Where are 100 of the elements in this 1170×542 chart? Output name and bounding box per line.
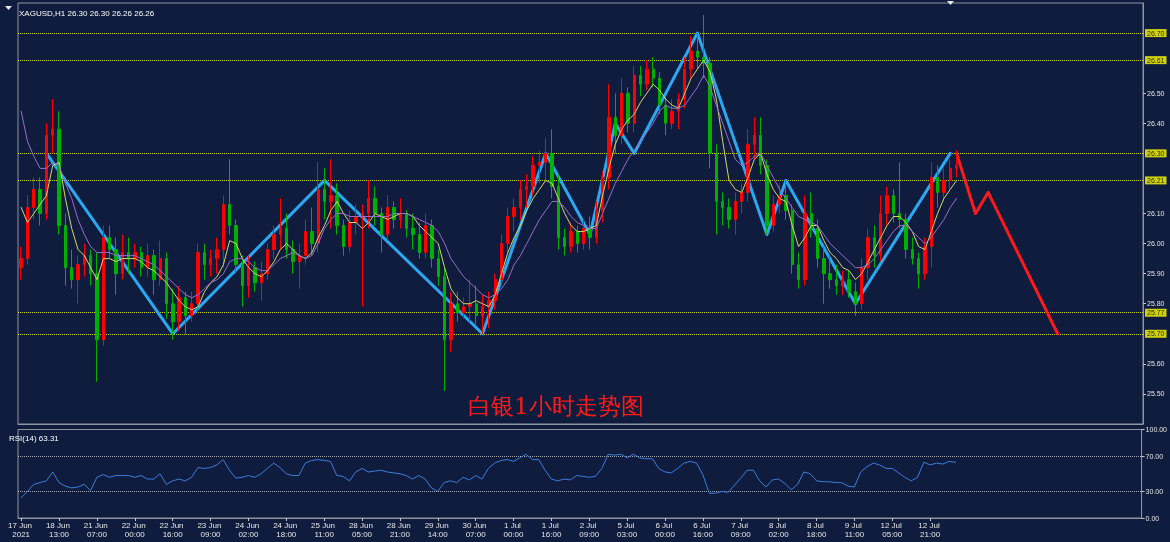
candlestick — [45, 122, 48, 221]
candlestick — [847, 270, 851, 299]
x-tick-label: 6 Jul 00:00 — [655, 521, 676, 539]
x-tick-label: 23 Jun 09:00 — [197, 521, 224, 539]
candlestick — [64, 213, 67, 287]
candlestick — [380, 206, 383, 254]
x-tick-label: 21 Jun 07:00 — [83, 521, 111, 539]
candlestick — [19, 246, 23, 281]
candlestick — [165, 252, 168, 320]
candlestick — [828, 255, 832, 290]
candlestick — [279, 197, 282, 251]
candlestick — [342, 219, 345, 257]
candlestick — [506, 206, 509, 254]
x-tick-label: 8 Jul 02:00 — [768, 521, 790, 539]
candlestick — [190, 291, 193, 323]
x-tick-label: 24 Jun 18:00 — [273, 521, 300, 539]
candlestick — [304, 219, 307, 266]
candlestick — [765, 158, 769, 236]
candlestick — [102, 225, 105, 347]
candlestick — [702, 14, 705, 79]
candlestick — [215, 237, 219, 275]
x-tick-label: 8 Jul 18:00 — [806, 521, 828, 539]
candlestick — [658, 71, 661, 115]
candlestick — [266, 243, 269, 281]
candlestick — [885, 185, 889, 227]
candlestick — [841, 270, 844, 296]
candlestick — [696, 32, 699, 70]
x-tick-label: 22 Jun 00:00 — [121, 521, 148, 539]
candlestick — [822, 246, 826, 305]
candlestick — [184, 291, 187, 335]
candlestick — [196, 243, 200, 311]
candlestick — [936, 164, 939, 208]
candlestick — [272, 225, 276, 260]
annotation: 白银1小时走势图 — [468, 392, 644, 419]
candlestick — [734, 191, 737, 236]
x-tick-label: 2 Jul 09:00 — [579, 521, 600, 539]
candlestick — [51, 98, 54, 154]
candlestick — [285, 213, 288, 260]
candlestick — [652, 56, 655, 88]
candlestick — [203, 243, 206, 281]
candlestick — [222, 194, 225, 269]
text: RSI(14) 63.31 — [9, 433, 60, 443]
candlestick — [892, 188, 895, 224]
candlestick — [519, 179, 522, 221]
candlestick — [468, 279, 472, 323]
x-tick-label: 12 Jul 05:00 — [880, 521, 905, 539]
candlestick — [424, 213, 427, 260]
candlestick — [557, 173, 560, 251]
candlestick — [670, 98, 674, 130]
candlestick — [626, 86, 630, 133]
candlestick — [399, 197, 402, 230]
candlestick — [310, 206, 314, 257]
candlestick — [108, 225, 111, 260]
candlestick — [361, 203, 364, 308]
x-tick-label: 28 Jun 21:00 — [386, 521, 414, 539]
candlestick — [329, 158, 333, 230]
candlestick — [911, 237, 914, 266]
candlestick — [177, 285, 181, 332]
candlestick — [645, 59, 649, 91]
candlestick — [241, 255, 244, 308]
x-tick-label: 9 Jul 11:00 — [844, 521, 865, 539]
candlestick — [633, 65, 636, 133]
candlestick — [721, 191, 724, 227]
candlestick — [70, 249, 73, 290]
candlestick — [430, 219, 434, 269]
x-tick-label: 18 Jun 13:00 — [45, 521, 73, 539]
candlestick — [32, 176, 35, 221]
candlestick — [879, 194, 882, 263]
candlestick — [481, 294, 484, 335]
candlestick — [57, 110, 61, 236]
candlestick — [664, 95, 667, 136]
candlestick — [38, 176, 42, 227]
candlestick — [475, 285, 478, 326]
candlestick — [816, 219, 819, 269]
candlestick — [917, 252, 920, 290]
candlestick — [860, 258, 863, 311]
candlestick — [449, 291, 453, 353]
x-tick-label: 30 Jun 07:00 — [462, 521, 489, 539]
candlestick — [639, 65, 642, 97]
candlestick — [772, 194, 775, 233]
candlestick — [898, 161, 901, 230]
line-series — [20, 453, 956, 499]
candlestick — [797, 252, 800, 290]
candlestick — [873, 225, 876, 269]
line-series — [955, 151, 1060, 336]
x-tick-label: 25 Jun 11:00 — [311, 521, 338, 539]
candlestick — [576, 225, 579, 254]
candlestick — [127, 237, 130, 275]
candlestick — [689, 35, 693, 79]
candlestick — [512, 197, 516, 233]
candlestick — [683, 56, 686, 109]
x-tick-label: 7 Jul 09:00 — [730, 521, 752, 539]
candlestick — [614, 92, 617, 154]
candlestick — [727, 197, 731, 230]
candlestick — [607, 83, 611, 190]
candlestick — [525, 173, 528, 208]
candlestick — [588, 216, 592, 251]
candlestick — [462, 297, 465, 320]
candlestick — [746, 128, 750, 202]
candlestick — [373, 185, 377, 227]
